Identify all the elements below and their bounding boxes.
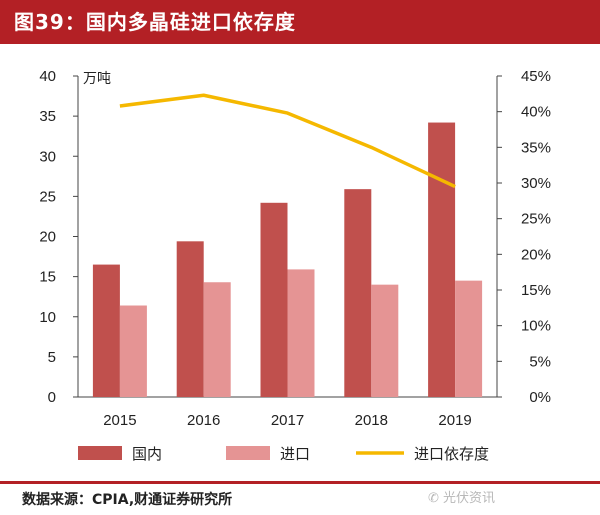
left-tick-label: 0 — [48, 389, 56, 406]
bar-import — [455, 280, 483, 397]
chart-title: 图39：国内多晶硅进口依存度 — [0, 0, 600, 44]
bar-series — [92, 122, 483, 398]
left-tick-label: 30 — [39, 148, 56, 165]
bar-domestic — [92, 264, 120, 397]
left-tick-label: 5 — [48, 349, 56, 366]
bar-domestic — [428, 122, 456, 398]
bar-domestic — [260, 202, 288, 397]
left-tick-label: 25 — [39, 188, 56, 205]
left-tick-label: 20 — [39, 229, 56, 246]
watermark: ✆ 光伏资讯 — [428, 491, 496, 506]
legend-swatch — [78, 446, 122, 460]
line-import-dependency — [119, 93, 456, 189]
right-tick-label: 10% — [521, 318, 551, 335]
chart-area: 0 5 10 15 20 25 30 35 40 0% 5% 10% 15% 20% 25% 30% 35% 4… — [39, 68, 551, 463]
left-tick-label: 40 — [39, 68, 56, 85]
bar-domestic — [176, 241, 204, 397]
legend-label: 国内 — [132, 445, 162, 463]
right-tick-label: 5% — [529, 353, 551, 370]
right-tick-label: 0% — [529, 389, 551, 406]
line-series — [119, 93, 456, 189]
legend: 国内 进口 进口依存度 — [78, 445, 489, 463]
left-tick-label: 15 — [39, 269, 56, 286]
right-tick-label: 15% — [521, 282, 551, 299]
bar-import — [203, 282, 231, 397]
right-y-axis: 0% 5% 10% 15% 20% 25% 30% 35% 40% 45% — [496, 68, 551, 406]
left-tick-label: 35 — [39, 108, 56, 125]
right-tick-label: 40% — [521, 104, 551, 121]
left-y-axis: 0 5 10 15 20 25 30 35 40 — [39, 68, 79, 406]
right-tick-label: 25% — [521, 211, 551, 228]
left-axis-unit: 万吨 — [83, 71, 111, 87]
right-tick-label: 45% — [521, 68, 551, 85]
x-axis: 2015 2016 2017 2018 2019 — [78, 396, 497, 429]
right-tick-label: 30% — [521, 175, 551, 192]
right-tick-label: 20% — [521, 246, 551, 263]
x-tick-label: 2018 — [355, 412, 388, 429]
bar-import — [287, 269, 315, 397]
x-tick-label: 2015 — [103, 412, 136, 429]
bar-domestic — [344, 189, 372, 397]
data-source: 数据来源：CPIA,财通证券研究所 — [22, 492, 233, 508]
legend-label: 进口 — [280, 445, 310, 463]
right-tick-label: 35% — [521, 139, 551, 156]
x-tick-label: 2019 — [438, 412, 471, 429]
left-tick-label: 10 — [39, 309, 56, 326]
x-tick-label: 2017 — [271, 412, 304, 429]
bar-import — [371, 284, 399, 397]
x-tick-label: 2016 — [187, 412, 220, 429]
source-divider — [0, 481, 600, 484]
bar-import — [119, 305, 147, 397]
legend-swatch — [226, 446, 270, 460]
legend-label: 进口依存度 — [414, 445, 489, 463]
